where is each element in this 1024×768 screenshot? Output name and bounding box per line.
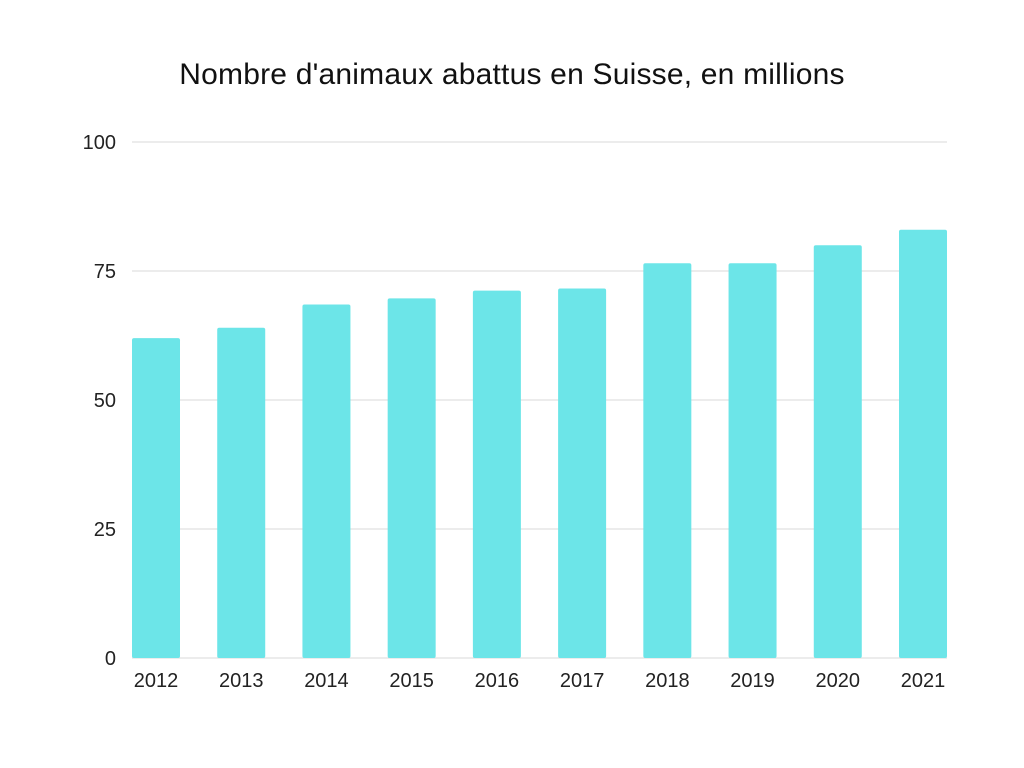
bar-2020: [813, 245, 862, 658]
bar-2014: [302, 304, 351, 658]
y-tick-label: 25: [94, 519, 116, 541]
x-tick-label: 2017: [560, 670, 605, 692]
x-tick-label: 2016: [475, 670, 520, 692]
bar-2016: [472, 290, 521, 658]
y-tick-label: 100: [83, 132, 116, 154]
bar-2018: [643, 263, 692, 658]
x-tick-label: 2015: [389, 670, 434, 692]
x-tick-label: 2019: [730, 670, 775, 692]
bar-2021: [899, 229, 947, 658]
x-axis-ticks: 2012 2013 2014 2015 2016 2017 2018 2019 2020 2021: [134, 670, 946, 692]
x-tick-label: 2020: [816, 670, 861, 692]
gridlines: [132, 141, 947, 659]
x-tick-label: 2012: [134, 670, 179, 692]
y-tick-label: 50: [94, 390, 116, 412]
y-axis-ticks: 0 25 50 75 100: [83, 132, 116, 670]
x-tick-label: 2013: [219, 670, 264, 692]
bar-2019: [728, 263, 777, 658]
bar-2017: [558, 288, 607, 658]
bar-2015: [387, 298, 436, 658]
x-tick-label: 2018: [645, 670, 690, 692]
bars: [132, 229, 947, 658]
x-tick-label: 2021: [901, 670, 946, 692]
bar-2012: [132, 338, 180, 658]
x-tick-label: 2014: [304, 670, 349, 692]
bar-2013: [217, 327, 266, 658]
chart-title: Nombre d'animaux abattus en Suisse, en m…: [179, 58, 845, 91]
y-tick-label: 0: [105, 648, 116, 670]
y-tick-label: 75: [94, 261, 116, 283]
